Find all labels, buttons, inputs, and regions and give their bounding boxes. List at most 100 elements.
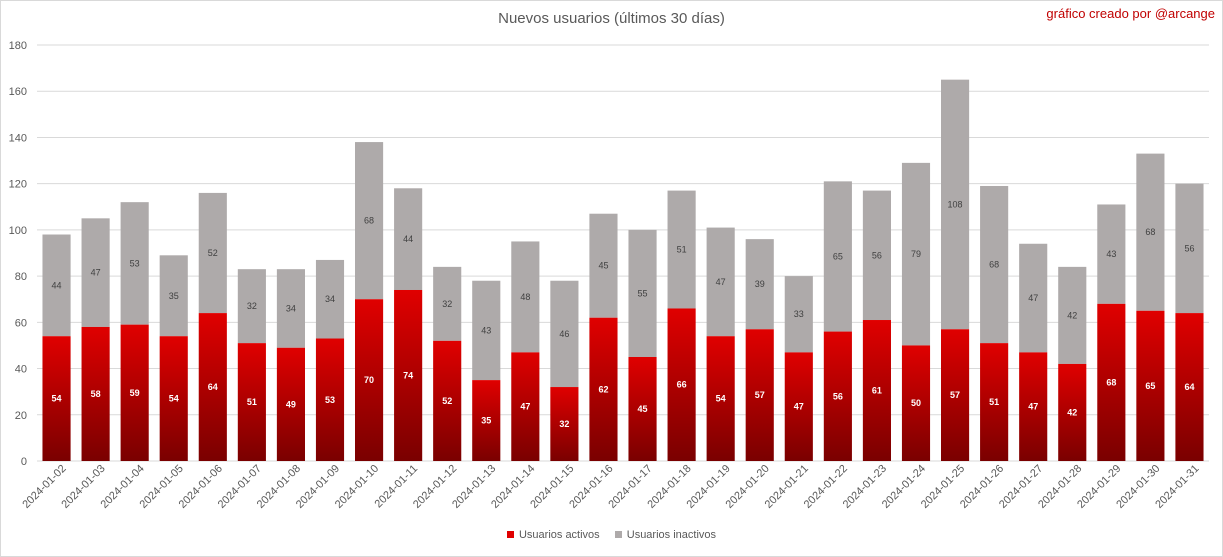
- data-label-active: 32: [559, 419, 569, 429]
- data-label-inactive: 44: [52, 280, 62, 290]
- data-label-inactive: 45: [598, 261, 608, 271]
- data-label-inactive: 68: [1145, 227, 1155, 237]
- y-tick-label: 160: [9, 86, 27, 98]
- bar-inactive: [706, 227, 735, 337]
- bar-inactive: [315, 259, 345, 339]
- data-label-active: 54: [169, 394, 179, 404]
- y-tick-label: 40: [15, 364, 27, 376]
- data-label-active: 35: [481, 416, 491, 426]
- bar-inactive: [980, 185, 1009, 344]
- bar-active: [81, 326, 110, 461]
- bar-inactive: [120, 202, 149, 325]
- bar-active: [159, 336, 188, 461]
- data-label-active: 51: [247, 397, 257, 407]
- bar-active: [472, 380, 501, 461]
- data-label-inactive: 32: [247, 301, 257, 311]
- data-label-active: 52: [442, 396, 452, 406]
- data-label-inactive: 39: [755, 279, 765, 289]
- bar-inactive: [550, 280, 579, 388]
- data-label-inactive: 47: [91, 268, 101, 278]
- bar-inactive: [667, 190, 696, 309]
- bar-inactive: [355, 142, 384, 300]
- bar-active: [862, 320, 891, 461]
- data-label-active: 56: [833, 391, 843, 401]
- y-tick-label: 20: [15, 410, 27, 422]
- bar-active: [784, 352, 813, 461]
- bar-active: [980, 343, 1009, 461]
- data-label-active: 47: [520, 402, 530, 412]
- data-label-inactive: 43: [1106, 249, 1116, 259]
- bar-inactive: [1097, 204, 1126, 304]
- data-label-active: 45: [638, 404, 648, 414]
- data-label-active: 64: [208, 382, 218, 392]
- legend-label-active: Usuarios activos: [518, 529, 600, 541]
- data-label-inactive: 35: [169, 291, 179, 301]
- legend-item-inactive: Usuarios inactivos: [614, 529, 716, 541]
- data-label-inactive: 108: [948, 199, 963, 209]
- data-label-inactive: 51: [677, 245, 687, 255]
- bar-inactive: [433, 266, 462, 341]
- bar-active: [1058, 363, 1087, 461]
- data-label-inactive: 53: [130, 258, 140, 268]
- bar-inactive: [511, 241, 540, 353]
- chart-credit: gráfico creado por @arcange: [1046, 6, 1215, 21]
- bar-active: [667, 308, 696, 461]
- data-label-active: 50: [911, 398, 921, 408]
- data-label-inactive: 46: [559, 329, 569, 339]
- data-label-inactive: 48: [520, 292, 530, 302]
- bar-active: [589, 317, 618, 461]
- bar-active: [706, 336, 735, 461]
- data-label-active: 74: [403, 370, 413, 380]
- data-label-inactive: 32: [442, 299, 452, 309]
- data-label-inactive: 44: [403, 234, 413, 244]
- gridlines: [37, 44, 1209, 462]
- bar-inactive: [1058, 266, 1087, 364]
- bar-inactive: [784, 276, 813, 353]
- legend-swatch-active: [506, 531, 514, 538]
- y-tick-label: 80: [15, 271, 27, 283]
- bars: 54 44 58 47 59 53 54 35 64 52 51 32 49 34 53 34 70 68 74 44…: [42, 79, 1204, 461]
- bar-active: [1136, 310, 1165, 461]
- y-tick-label: 120: [9, 179, 27, 191]
- data-label-active: 70: [364, 375, 374, 385]
- bar-active: [42, 336, 71, 461]
- data-label-inactive: 34: [325, 294, 335, 304]
- y-tick-label: 100: [9, 225, 27, 237]
- data-label-active: 64: [1184, 382, 1194, 392]
- data-label-active: 65: [1145, 381, 1155, 391]
- bar-active: [628, 357, 657, 461]
- bar-active: [315, 338, 345, 461]
- bar-active: [1175, 313, 1204, 461]
- bar-inactive: [862, 190, 891, 321]
- bar-inactive: [628, 229, 657, 357]
- bar-active: [198, 313, 227, 461]
- bar-inactive: [394, 188, 423, 290]
- data-label-inactive: 47: [1028, 293, 1038, 303]
- data-label-inactive: 56: [872, 250, 882, 260]
- data-label-active: 53: [325, 395, 335, 405]
- bar-inactive: [237, 269, 266, 344]
- bar-active: [120, 324, 149, 461]
- data-label-active: 61: [872, 386, 882, 396]
- bar-active: [1019, 352, 1048, 461]
- data-label-active: 59: [130, 388, 140, 398]
- legend-item-active: Usuarios activos: [506, 529, 600, 541]
- bar-active: [276, 347, 305, 461]
- data-label-active: 57: [755, 390, 765, 400]
- bar-inactive: [1175, 183, 1204, 314]
- data-label-inactive: 34: [286, 303, 296, 313]
- bar-active: [237, 343, 266, 461]
- data-label-inactive: 79: [911, 249, 921, 259]
- data-label-inactive: 65: [833, 251, 843, 261]
- data-label-active: 51: [989, 397, 999, 407]
- data-label-inactive: 55: [638, 288, 648, 298]
- bar-active: [394, 289, 423, 461]
- data-label-active: 58: [91, 389, 101, 399]
- data-label-active: 57: [950, 390, 960, 400]
- bar-inactive: [159, 255, 188, 337]
- y-tick-label: 180: [9, 40, 27, 52]
- y-axis-ticks: 0 20 40 60 80 100 120 140 160 180: [9, 40, 27, 468]
- legend-swatch-inactive: [614, 531, 622, 538]
- bar-active: [550, 387, 579, 461]
